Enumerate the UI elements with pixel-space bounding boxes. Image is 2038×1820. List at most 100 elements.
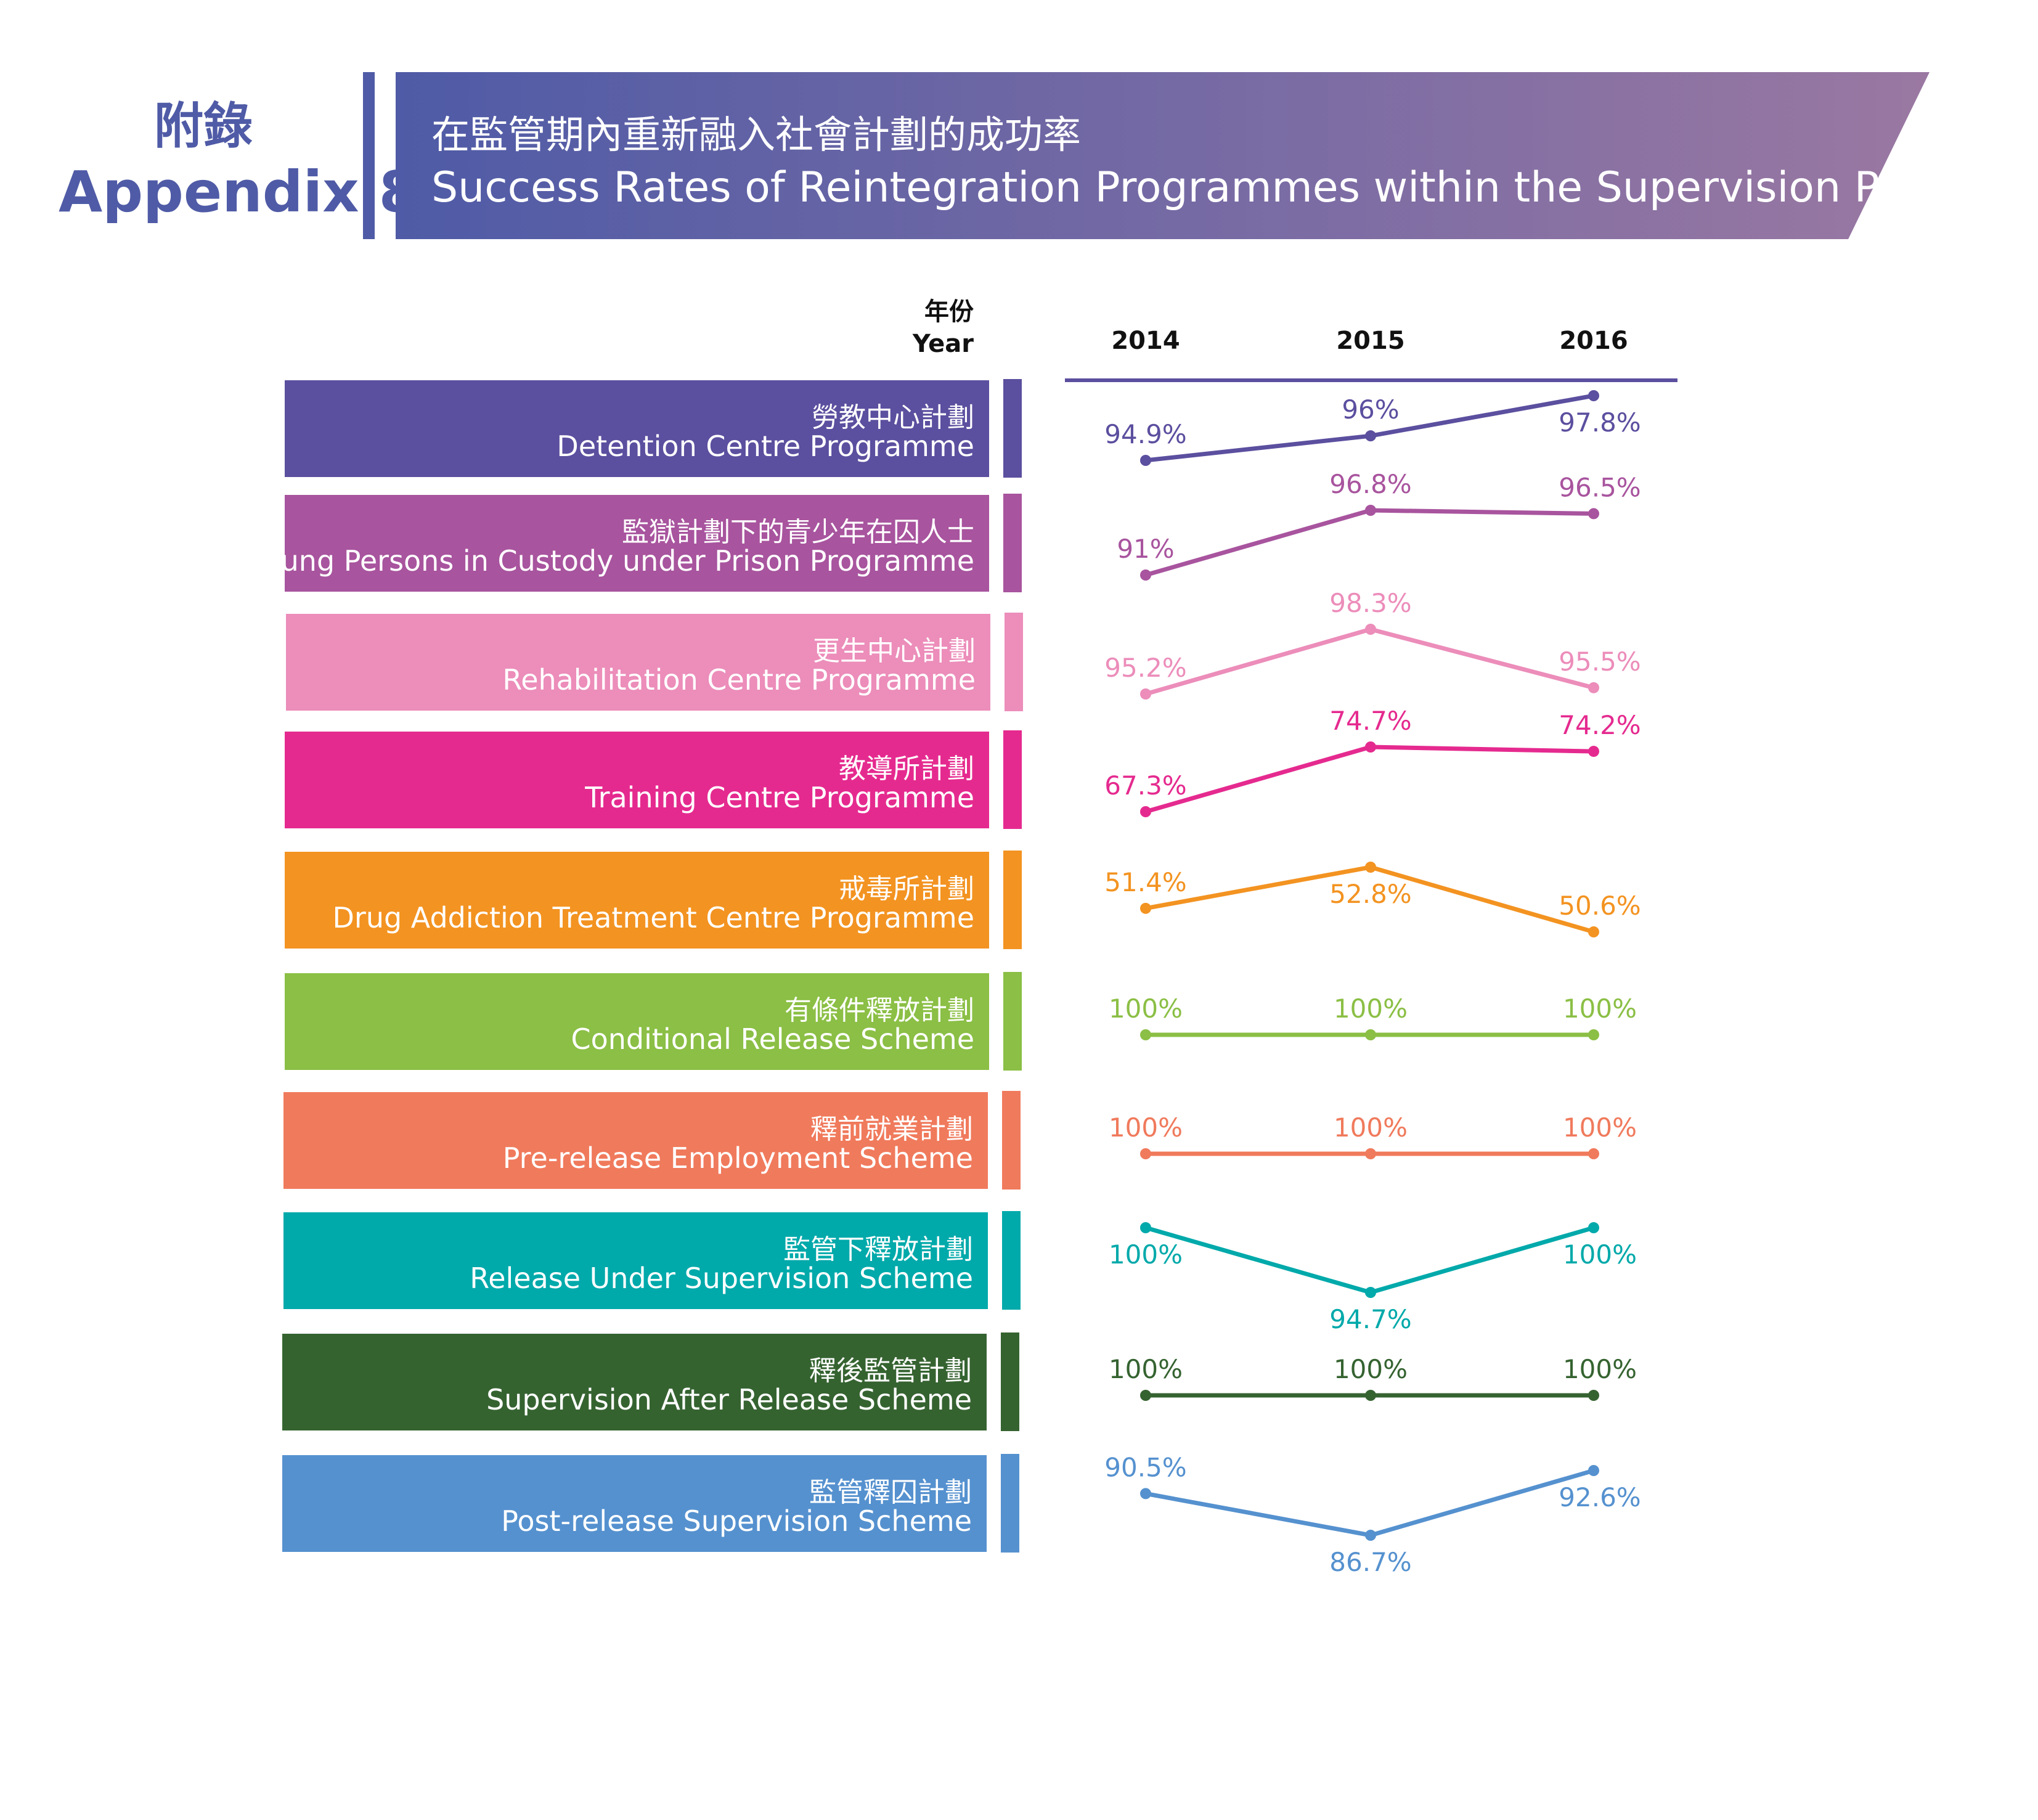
year-label-2014: 2014 bbox=[1111, 327, 1180, 355]
programme-name-zh: 監管釋囚計劃 bbox=[809, 1477, 972, 1508]
data-point bbox=[1365, 741, 1376, 753]
data-point bbox=[1140, 1148, 1151, 1159]
data-label: 100% bbox=[1334, 1354, 1408, 1384]
data-label: 51.4% bbox=[1104, 867, 1186, 897]
data-label: 100% bbox=[1109, 1239, 1183, 1270]
programme-name-en: Release Under Supervision Scheme bbox=[470, 1262, 973, 1295]
data-label: 100% bbox=[1109, 1354, 1183, 1384]
series-line bbox=[1145, 1225, 1594, 1295]
programme-accent-bar bbox=[1002, 1091, 1021, 1190]
data-label: 90.5% bbox=[1104, 1452, 1186, 1482]
series-line bbox=[1145, 745, 1594, 814]
programme-name-en: Young Persons in Custody under Prison Pr… bbox=[250, 544, 975, 577]
data-label: 74.2% bbox=[1559, 710, 1641, 740]
programme-label-box: 監管釋囚計劃 Post-release Supervision Scheme bbox=[282, 1455, 987, 1552]
programme-label-box: 監管下釋放計劃 Release Under Supervision Scheme bbox=[283, 1212, 988, 1309]
programme-accent-bar bbox=[1001, 1454, 1019, 1553]
programme-name-zh: 釋後監管計劃 bbox=[809, 1355, 972, 1387]
programme-label-box: 教導所計劃 Training Centre Programme bbox=[285, 732, 989, 828]
programme-accent-bar bbox=[1002, 1211, 1021, 1310]
data-label: 100% bbox=[1563, 994, 1637, 1024]
data-point bbox=[1365, 624, 1376, 635]
data-point bbox=[1140, 1222, 1151, 1233]
data-label: 50.6% bbox=[1559, 891, 1641, 921]
programme-accent-bar bbox=[1003, 494, 1022, 592]
title-zh: 在監管期內重新融入社會計劃的成功率 bbox=[431, 112, 1082, 157]
programme-label-box: 更生中心計劃 Rehabilitation Centre Programme bbox=[286, 614, 990, 711]
data-label: 100% bbox=[1334, 1112, 1408, 1143]
data-point bbox=[1588, 682, 1599, 693]
data-label: 100% bbox=[1563, 1112, 1637, 1143]
appendix-label-en: Appendix 8 bbox=[59, 159, 418, 225]
data-point bbox=[1588, 390, 1599, 401]
data-label: 94.9% bbox=[1104, 419, 1186, 449]
data-point bbox=[1140, 902, 1151, 914]
programme-accent-bar bbox=[1003, 972, 1022, 1071]
programme-label-box: 釋後監管計劃 Supervision After Release Scheme bbox=[282, 1334, 987, 1430]
programme-name-zh: 有條件釋放計劃 bbox=[785, 995, 974, 1026]
data-label: 92.6% bbox=[1559, 1482, 1641, 1512]
programme-accent-bar bbox=[1005, 613, 1023, 711]
programme-name-zh: 監管下釋放計劃 bbox=[783, 1234, 973, 1265]
data-point bbox=[1365, 1530, 1376, 1541]
data-label: 95.5% bbox=[1559, 647, 1641, 677]
data-point bbox=[1140, 1029, 1151, 1040]
data-point bbox=[1140, 1390, 1151, 1401]
data-label: 100% bbox=[1109, 1112, 1183, 1143]
data-point bbox=[1365, 1148, 1376, 1159]
programme-label-box: 有條件釋放計劃 Conditional Release Scheme bbox=[285, 973, 989, 1070]
programme-name-en: Post-release Supervision Scheme bbox=[501, 1504, 972, 1538]
data-label: 96.8% bbox=[1329, 469, 1411, 499]
year-label-2015: 2015 bbox=[1336, 327, 1405, 355]
data-label: 86.7% bbox=[1329, 1547, 1411, 1577]
data-label: 100% bbox=[1334, 994, 1408, 1024]
data-point bbox=[1588, 508, 1599, 520]
data-point bbox=[1365, 1029, 1376, 1040]
programme-name-en: Pre-release Employment Scheme bbox=[502, 1141, 973, 1175]
programme-name-en: Supervision After Release Scheme bbox=[486, 1383, 972, 1416]
data-point bbox=[1588, 1222, 1599, 1233]
data-point bbox=[1365, 430, 1376, 442]
data-point bbox=[1140, 569, 1151, 581]
programme-name-en: Rehabilitation Centre Programme bbox=[502, 663, 976, 696]
data-point bbox=[1140, 688, 1151, 700]
data-point bbox=[1588, 1029, 1599, 1040]
year-header: 年份 Year bbox=[850, 296, 974, 360]
data-point bbox=[1588, 1148, 1599, 1159]
data-label: 100% bbox=[1563, 1354, 1637, 1384]
programme-name-en: Detention Centre Programme bbox=[556, 430, 974, 463]
programme-name-en: Conditional Release Scheme bbox=[571, 1022, 974, 1056]
series-line bbox=[1145, 1468, 1594, 1538]
programme-label-box: 勞教中心計劃 Detention Centre Programme bbox=[285, 380, 989, 477]
programme-name-en: Training Centre Programme bbox=[585, 781, 974, 814]
data-label: 96% bbox=[1342, 394, 1399, 425]
programme-accent-bar bbox=[1001, 1332, 1019, 1431]
data-label: 96.5% bbox=[1559, 472, 1641, 502]
programme-label-box: 監獄計劃下的青少年在囚人士 Young Persons in Custody un… bbox=[250, 495, 989, 592]
title-en: Success Rates of Reintegration Programme… bbox=[431, 163, 1985, 212]
data-point bbox=[1588, 1465, 1599, 1476]
data-point bbox=[1140, 455, 1151, 466]
programme-name-en: Drug Addiction Treatment Centre Programm… bbox=[332, 901, 975, 934]
programme-name-zh: 更生中心計劃 bbox=[813, 635, 976, 667]
data-label: 91% bbox=[1117, 534, 1174, 564]
title-divider-bar bbox=[363, 72, 375, 239]
data-point bbox=[1365, 505, 1376, 516]
data-point bbox=[1140, 806, 1151, 817]
programme-name-zh: 釋前就業計劃 bbox=[810, 1114, 973, 1145]
programme-name-zh: 教導所計劃 bbox=[839, 753, 974, 785]
programme-accent-bar bbox=[1003, 379, 1022, 478]
data-label: 95.2% bbox=[1104, 653, 1186, 683]
programme-name-zh: 戒毒所計劃 bbox=[839, 873, 974, 905]
data-label: 98.3% bbox=[1329, 588, 1411, 618]
programme-accent-bar bbox=[1003, 851, 1022, 949]
data-label: 97.8% bbox=[1559, 407, 1641, 438]
data-point bbox=[1140, 1488, 1151, 1500]
programme-accent-bar bbox=[1003, 730, 1022, 829]
appendix-label-zh: 附錄 bbox=[154, 97, 253, 155]
data-point bbox=[1365, 862, 1376, 873]
header-rule bbox=[1065, 378, 1677, 382]
data-point bbox=[1588, 746, 1599, 757]
data-label: 67.3% bbox=[1104, 770, 1186, 801]
